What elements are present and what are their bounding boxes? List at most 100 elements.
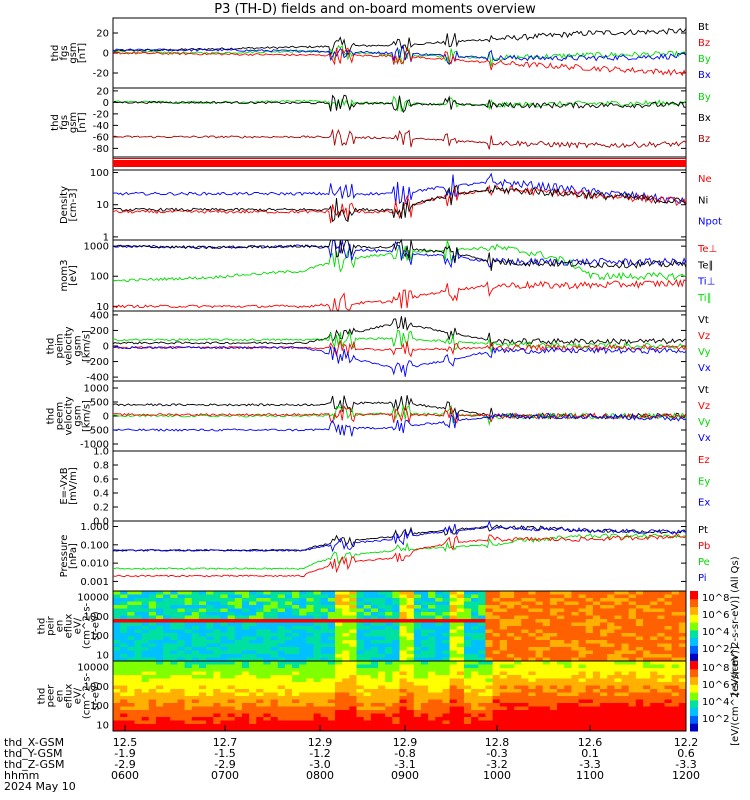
spectrogram-cell — [378, 626, 386, 630]
spectrogram-cell — [170, 664, 178, 669]
spectrogram-cell — [191, 710, 200, 714]
spectrogram-cell — [113, 640, 121, 644]
ylabel-line: sr-eV) — [91, 611, 102, 640]
spectrogram-cell — [335, 706, 343, 711]
spectrogram-cell — [378, 629, 386, 634]
ylabel-line: (cm^2-s- — [82, 672, 93, 719]
spectrogram-cell — [678, 622, 687, 627]
spectrogram-cell — [671, 724, 680, 728]
spectrogram-cell — [442, 619, 451, 623]
spectrogram-cell — [134, 727, 143, 732]
spectrogram-cell — [155, 706, 164, 711]
spectrogram-cell — [478, 699, 486, 704]
spectrogram-cell — [313, 633, 322, 637]
spectrogram-cell — [335, 678, 343, 683]
spectrogram-cell — [356, 685, 365, 690]
spectrogram-cell — [671, 657, 680, 662]
spectrogram-cell — [449, 657, 458, 662]
spectrogram-cell — [600, 685, 608, 690]
spectrogram-cell — [170, 696, 178, 700]
spectrogram-cell — [148, 636, 157, 641]
spectrogram-cell — [385, 717, 393, 721]
spectrogram-cell — [578, 636, 587, 641]
spectrogram-cell — [256, 640, 264, 644]
spectrogram-cell — [220, 699, 229, 704]
spectrogram-cell — [678, 699, 687, 704]
spectrogram-cell — [320, 664, 329, 669]
spectrogram-cell — [399, 703, 408, 707]
spectrogram-cell — [456, 699, 465, 704]
spectrogram-cell — [113, 713, 121, 718]
spectrogram-cell — [313, 664, 322, 669]
spectrogram-cell — [664, 685, 673, 690]
spectrogram-cell — [227, 647, 236, 651]
spectrogram-cell — [256, 647, 264, 651]
spectrogram-cell — [155, 713, 164, 718]
spectrogram-cell — [356, 713, 365, 718]
spectrogram-cell — [420, 678, 429, 683]
spectrogram-cell — [363, 640, 372, 644]
series-line-Bx — [112, 44, 687, 65]
spectrogram-cell — [256, 591, 264, 595]
spectrogram-cell — [399, 601, 408, 606]
spectrogram-cell — [399, 727, 408, 732]
spectrogram-cell — [628, 678, 637, 683]
spectrogram-cell — [163, 713, 171, 718]
spectrogram-cell — [499, 615, 508, 620]
spectrogram-cell — [170, 640, 178, 644]
spectrogram-cell — [385, 689, 393, 693]
spectrogram-cell — [600, 710, 608, 714]
spectrogram-cell — [127, 598, 135, 602]
spectrogram-cell — [363, 591, 372, 595]
spectrogram-cell — [578, 706, 587, 711]
spectrogram-cell — [413, 678, 422, 683]
spectrogram-cell — [120, 605, 128, 609]
spectrogram-cell — [327, 664, 336, 669]
spectrogram-cell — [449, 671, 458, 676]
ytick-label: -500 — [86, 426, 109, 437]
spectrogram-cell — [621, 699, 630, 704]
spectrogram-cell — [120, 608, 128, 613]
spectrogram-cell — [378, 619, 386, 623]
spectrogram-cell — [113, 692, 121, 697]
spectrogram-cell — [535, 699, 544, 704]
spectrogram-cell — [514, 678, 522, 683]
spectrogram-cell — [557, 682, 565, 686]
spectrogram-cell — [664, 605, 673, 609]
spectrogram-cell — [471, 594, 479, 599]
spectrogram-cell — [356, 636, 365, 641]
spectrogram-cell — [657, 692, 666, 697]
spectrogram-cell — [363, 601, 372, 606]
spectrogram-cell — [198, 696, 207, 700]
spectrogram-cell — [521, 640, 529, 644]
spectrogram-cell — [449, 710, 458, 714]
spectrogram-cell — [363, 692, 372, 697]
spectrogram-cell — [492, 640, 501, 644]
spectrogram-cell — [413, 650, 422, 655]
spectrogram-cell — [621, 591, 630, 595]
spectrogram-cell — [356, 633, 365, 637]
spectrogram-cell — [249, 692, 257, 697]
spectrogram-cell — [213, 661, 221, 665]
spectrogram-cell — [349, 640, 358, 644]
spectrogram-cell — [141, 619, 150, 623]
spectrogram-cell — [284, 713, 293, 718]
spectrogram-cell — [607, 689, 615, 693]
spectrogram-cell — [306, 598, 315, 602]
spectrogram-cell — [198, 657, 207, 662]
spectrogram-cell — [571, 654, 580, 658]
spectrogram-cell — [413, 619, 422, 623]
spectrogram-cell — [378, 717, 386, 721]
spectrogram-cell — [263, 643, 272, 648]
spectrogram-cell — [320, 685, 329, 690]
spectrogram-cell — [478, 706, 486, 711]
spectrogram-cell — [478, 689, 486, 693]
spectrogram-cell — [148, 692, 157, 697]
spectrogram-cell — [277, 657, 286, 662]
spectrogram-cell — [363, 598, 372, 602]
spectrogram-cell — [177, 612, 186, 616]
spectrogram-cell — [177, 713, 186, 718]
spectrogram-cell — [120, 671, 128, 676]
spectrogram-cell — [664, 601, 673, 606]
